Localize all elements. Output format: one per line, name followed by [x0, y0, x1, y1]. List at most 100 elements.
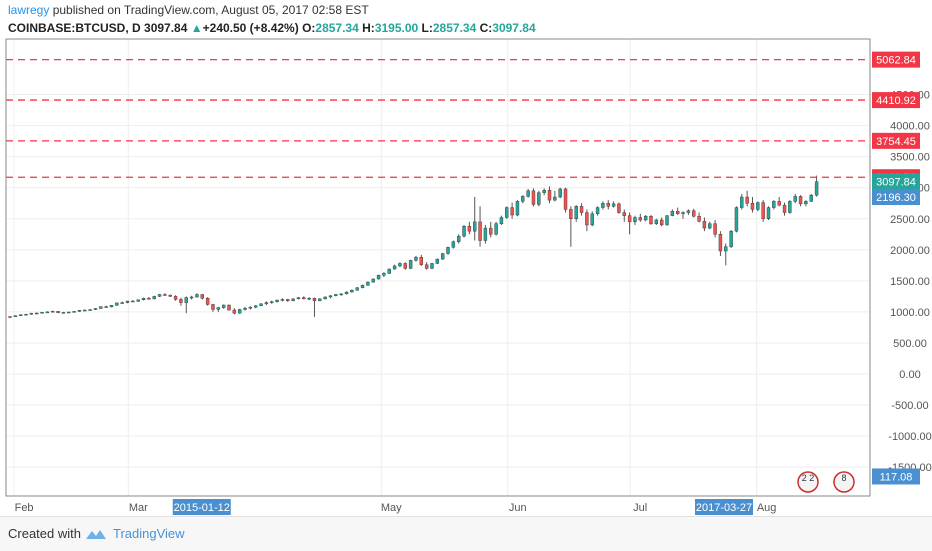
x-tick-label: Jun	[509, 502, 527, 514]
candle-body	[526, 190, 530, 197]
time-marker-label: 2015-01-12	[174, 502, 230, 514]
candle-body	[697, 216, 701, 222]
candle-body	[312, 298, 317, 301]
candle-body	[510, 207, 514, 216]
candle-body	[761, 202, 765, 219]
indicator-badge-icon	[833, 471, 855, 493]
candle-body	[537, 192, 541, 205]
candle-body	[718, 234, 723, 252]
open-value: 2857.34	[315, 21, 359, 35]
candle-body	[601, 203, 605, 208]
candle-body	[232, 309, 237, 314]
plot-border	[5, 38, 871, 497]
candle-body	[478, 221, 482, 241]
candle-body	[542, 189, 546, 193]
price-tag	[872, 468, 920, 485]
candle-body	[125, 300, 130, 303]
level-tag-label: 4410.92	[876, 95, 916, 107]
candle-body	[83, 309, 87, 312]
candle-body	[40, 312, 44, 314]
candle-body	[649, 216, 653, 224]
candle-body	[638, 217, 643, 221]
x-tick-label: Jul	[633, 502, 647, 514]
candle-body	[499, 217, 504, 224]
tradingview-link[interactable]: TradingView	[113, 526, 185, 541]
level-tag	[872, 51, 920, 68]
created-with-text: Created with	[8, 526, 81, 541]
candle-body	[275, 299, 279, 302]
candle-body	[553, 196, 557, 201]
candle-body	[157, 294, 162, 297]
last-price: 3097.84	[144, 21, 188, 35]
candle-body	[440, 253, 445, 260]
candle-body	[627, 215, 632, 223]
candle-body	[804, 201, 808, 205]
candle-body	[515, 201, 520, 216]
x-tick-label: Mar	[129, 502, 148, 514]
candle-body	[136, 299, 140, 302]
candle-body	[772, 201, 776, 208]
candle-body	[29, 313, 34, 315]
candle-body	[489, 227, 493, 235]
candle-body	[18, 314, 23, 316]
candle-body	[563, 188, 568, 210]
candle-body	[569, 209, 573, 219]
y-tick-label: -1000.00	[888, 431, 931, 443]
candle-body	[339, 293, 343, 296]
tradingview-logo-icon	[86, 530, 106, 539]
candle-body	[643, 216, 648, 221]
candle-body	[777, 201, 781, 206]
candle-body	[88, 309, 92, 311]
candle-body	[611, 203, 616, 207]
candle-body	[141, 298, 146, 300]
candle-body	[392, 265, 397, 270]
candle-body	[505, 207, 509, 218]
candle-body	[419, 257, 424, 265]
price-chart[interactable]: -1500.00-1000.00-500.000.00500.001000.00…	[0, 0, 932, 516]
candle-body	[809, 194, 813, 202]
price-tag	[872, 189, 920, 206]
candle-body	[788, 201, 792, 213]
price-change: +240.50 (+8.42%)	[202, 21, 299, 35]
candle-body	[708, 223, 712, 229]
candle-body	[745, 196, 749, 204]
indicator-badge-label: 2 2	[802, 473, 815, 483]
candle-body	[318, 298, 322, 301]
candle-body	[547, 189, 552, 201]
candle-body	[45, 311, 50, 314]
candle-body	[462, 226, 466, 237]
candle-body	[387, 268, 391, 274]
candle-body	[200, 294, 204, 299]
price-tag	[872, 173, 920, 190]
candle-body	[366, 281, 370, 286]
time-axis[interactable]: Feb Mar May Jun Jul Aug 2015-01-12 2017-03-27	[15, 499, 777, 515]
candle-body	[72, 311, 76, 313]
candle-body	[531, 190, 536, 205]
candle-body	[371, 278, 375, 283]
y-tick-label: 3500.00	[890, 152, 930, 164]
y-tick-label: 2500.00	[890, 214, 930, 226]
candle-body	[302, 297, 306, 300]
candle-body	[686, 210, 691, 213]
low-value: 2857.34	[432, 21, 477, 35]
candle-body	[51, 311, 55, 313]
candle-body	[8, 316, 12, 318]
candle-body	[163, 294, 167, 296]
candle-body	[750, 203, 755, 210]
candle-body	[61, 312, 66, 314]
candle-body	[467, 226, 472, 232]
candle-body	[13, 315, 18, 317]
author-link[interactable]: lawregy	[8, 3, 50, 17]
candles	[8, 175, 819, 318]
candle-body	[585, 212, 589, 226]
candle-body	[184, 297, 188, 303]
candle-body	[334, 294, 338, 296]
level-tag-label: 5062.84	[876, 55, 916, 67]
candle-body	[713, 223, 717, 235]
close-value: 3097.84	[492, 21, 536, 35]
candle-body	[403, 263, 407, 269]
candle-body	[659, 219, 664, 226]
indicator-badge-icon	[797, 471, 819, 493]
price-axis[interactable]: -1500.00-1000.00-500.000.00500.001000.00…	[797, 51, 932, 493]
candle-body	[237, 309, 242, 314]
